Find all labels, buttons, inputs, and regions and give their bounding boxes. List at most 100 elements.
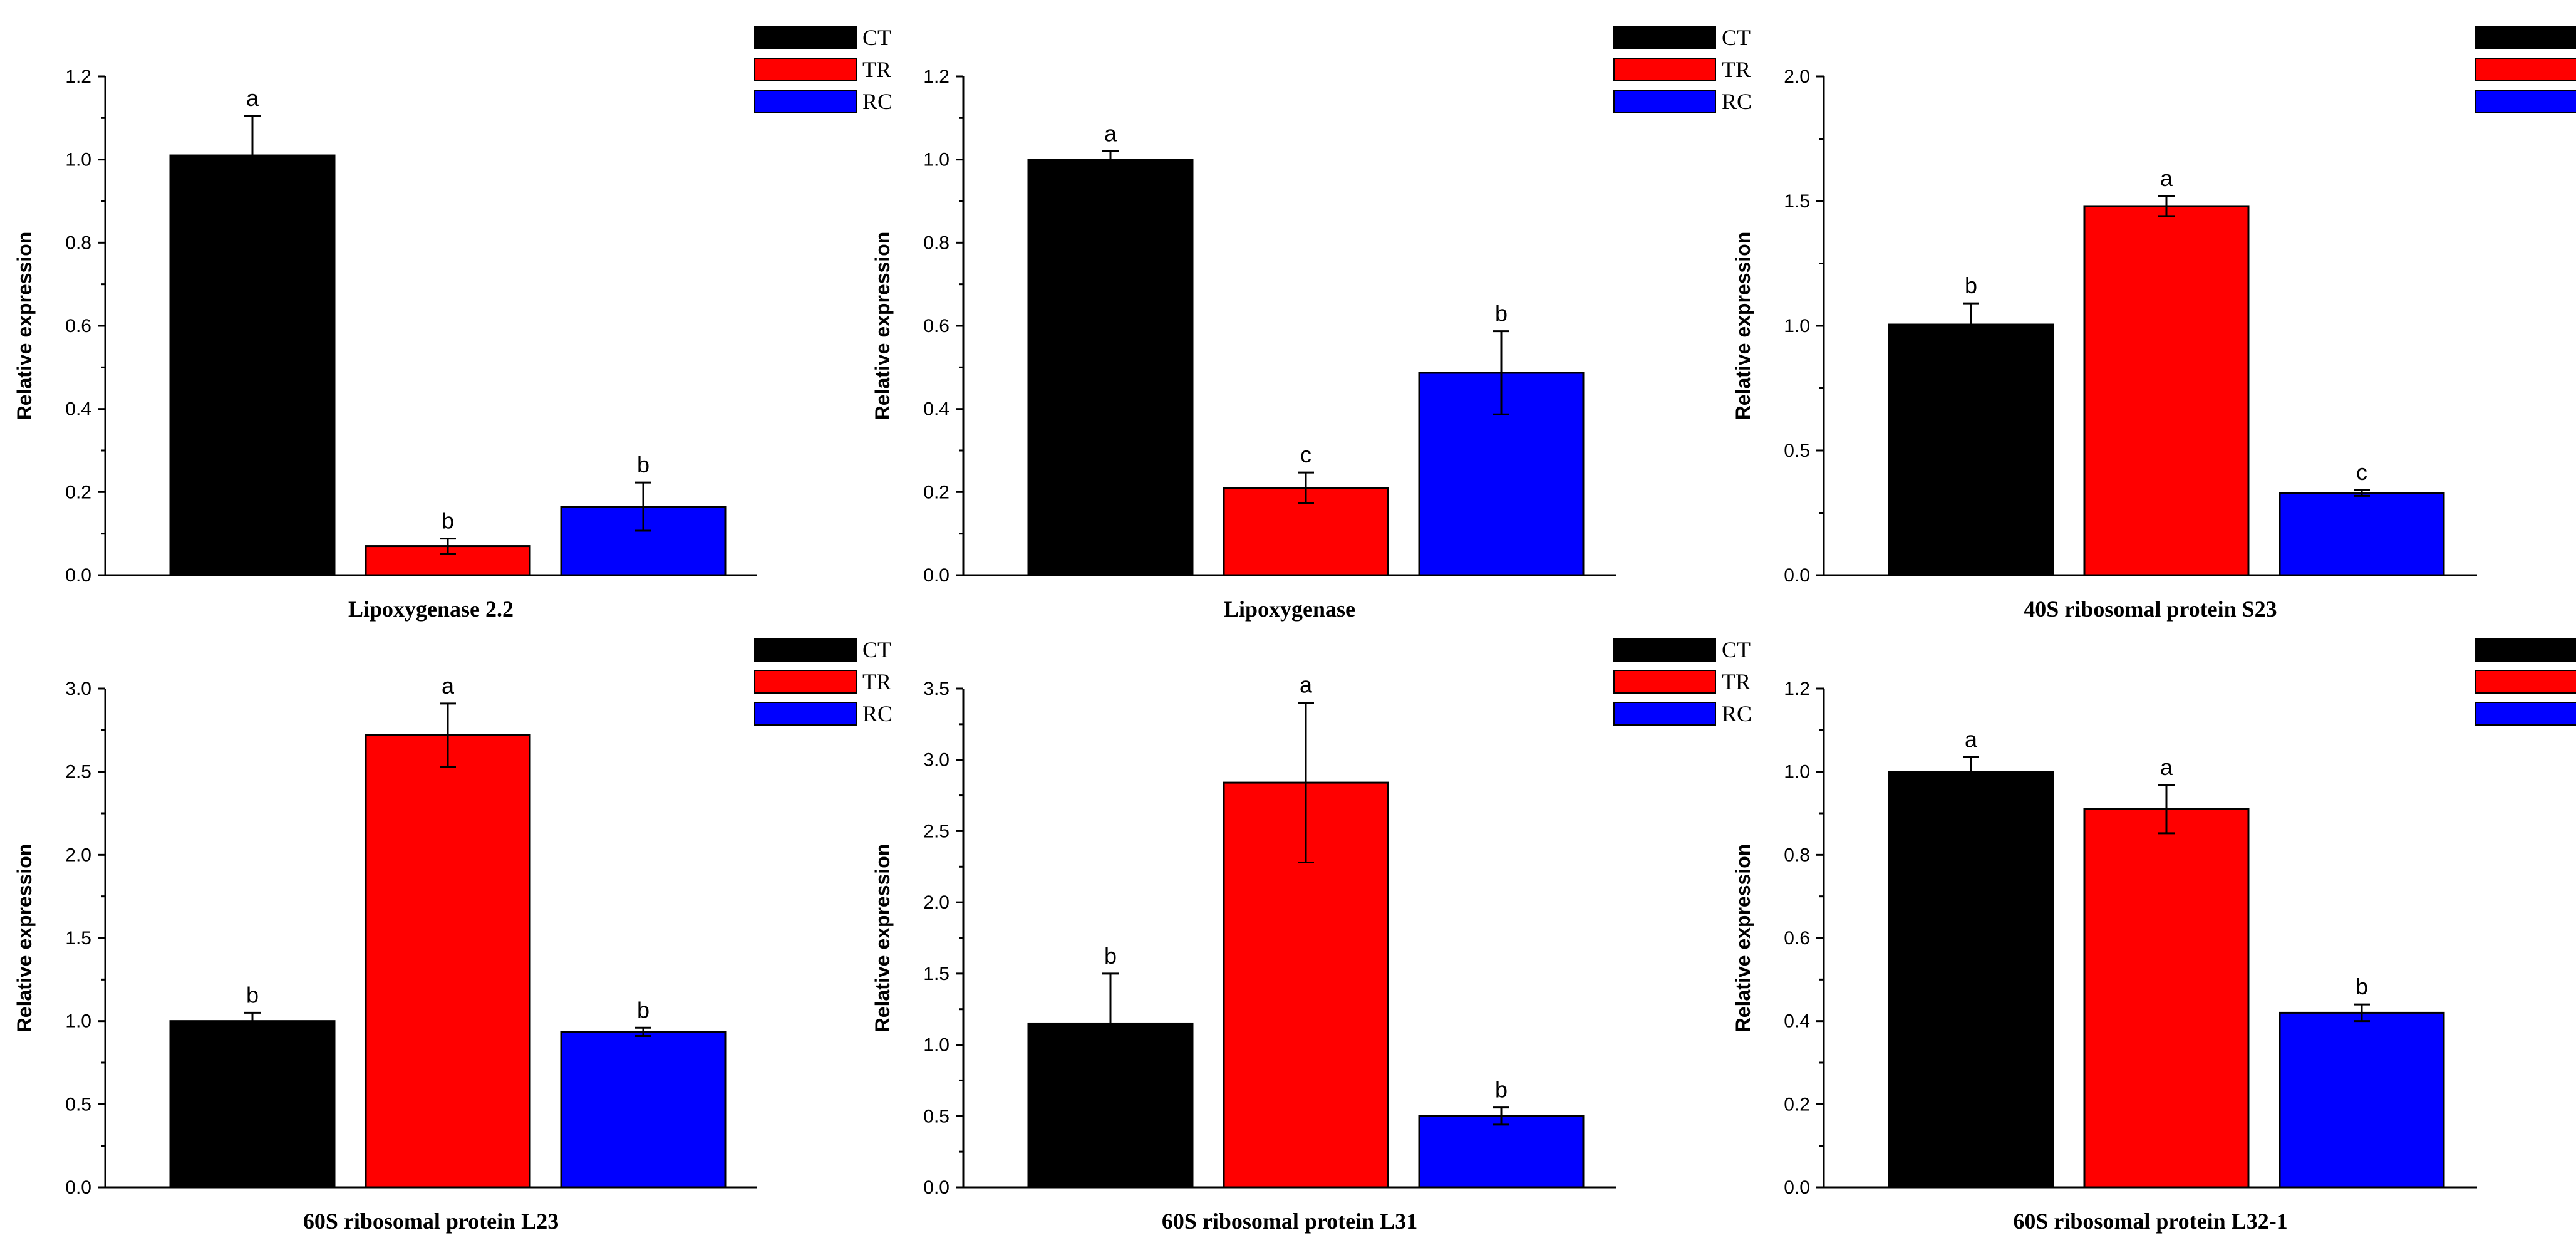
legend-label-ct: CT bbox=[862, 25, 891, 50]
legend-swatch-rc bbox=[754, 90, 857, 113]
y-tick-label: 1.0 bbox=[923, 150, 949, 170]
bar-ct bbox=[169, 154, 336, 576]
y-tick-label: 0.8 bbox=[65, 232, 91, 253]
y-tick-label: 2.0 bbox=[923, 892, 949, 913]
legend-swatch-tr bbox=[2475, 670, 2576, 694]
y-tick-label: 0.0 bbox=[923, 1177, 949, 1198]
legend-swatch-tr bbox=[754, 670, 857, 694]
legend-label-tr: TR bbox=[862, 669, 891, 694]
significance-label: a bbox=[1104, 120, 1117, 146]
chart-panel-3: b a c 0.0 0.5 1.0 1.5 2.0 Relative expression 40S… bbox=[1732, 26, 2576, 622]
bar-rc bbox=[560, 1031, 727, 1189]
significance-label: a bbox=[1300, 672, 1313, 698]
bar-rc bbox=[2279, 492, 2445, 576]
legend-swatch-ct bbox=[1613, 26, 1716, 49]
error-bar-rc bbox=[635, 481, 651, 532]
error-bar-tr bbox=[1298, 702, 1314, 863]
x-axis-title: 60S ribosomal protein L32-1 bbox=[2013, 1209, 2287, 1234]
y-tick-label: 1.5 bbox=[65, 928, 91, 949]
legend-swatch-ct bbox=[754, 638, 857, 662]
y-tick-label: 2.5 bbox=[65, 762, 91, 783]
y-tick-label: 1.0 bbox=[65, 150, 91, 170]
y-tick-label: 0.0 bbox=[65, 1177, 91, 1198]
legend-swatch-tr bbox=[1613, 670, 1716, 694]
error-bar-rc bbox=[1493, 330, 1509, 415]
bar-tr bbox=[365, 734, 531, 1189]
y-tick-label: 0.4 bbox=[1784, 1011, 1810, 1032]
y-tick-label: 1.5 bbox=[1784, 191, 1810, 212]
y-tick-label: 0.6 bbox=[923, 316, 949, 336]
error-bar-ct bbox=[1963, 756, 1979, 788]
y-tick-label: 1.0 bbox=[923, 1035, 949, 1056]
y-tick-label: 2.0 bbox=[65, 845, 91, 865]
error-bar-tr bbox=[440, 538, 456, 555]
significance-label: b bbox=[2356, 974, 2368, 999]
legend-swatch-rc bbox=[1613, 702, 1716, 726]
y-axis-title: Relative expression bbox=[13, 844, 36, 1033]
legend-label-tr: TR bbox=[862, 57, 891, 82]
bar-tr bbox=[2083, 808, 2250, 1189]
significance-label: b bbox=[1495, 301, 1508, 326]
significance-label: b bbox=[442, 508, 454, 534]
significance-label: b bbox=[1104, 943, 1117, 969]
bar-ct bbox=[1027, 159, 1194, 576]
y-axis-title: Relative expression bbox=[1732, 844, 1754, 1033]
legend-swatch-ct bbox=[2475, 26, 2576, 49]
significance-label: b bbox=[637, 997, 649, 1023]
legend-label-tr: TR bbox=[1722, 57, 1751, 82]
y-tick-label: 0.6 bbox=[65, 316, 91, 336]
chart-panel-5: b a b 0.0 0.5 1.0 1.5 2.0 2.5 3.0 3.5 Relative expr… bbox=[871, 637, 1752, 1234]
error-bar-ct bbox=[1102, 972, 1119, 1075]
x-axis-title: Lipoxygenase bbox=[1224, 596, 1355, 622]
legend-swatch-ct bbox=[754, 26, 857, 49]
legend-label-ct: CT bbox=[862, 637, 891, 662]
significance-label: c bbox=[2356, 459, 2367, 485]
significance-label: a bbox=[442, 673, 455, 699]
y-tick-label: 0.0 bbox=[1784, 1177, 1810, 1198]
error-bar-tr bbox=[2158, 195, 2175, 217]
bar-ct bbox=[1888, 771, 2054, 1189]
legend-label-rc: RC bbox=[862, 701, 892, 726]
error-bar-rc bbox=[635, 1026, 651, 1038]
significance-label: b bbox=[1495, 1077, 1508, 1103]
y-tick-label: 1.0 bbox=[65, 1011, 91, 1032]
y-tick-label: 2.0 bbox=[1784, 66, 1810, 87]
bar-ct bbox=[169, 1020, 336, 1189]
significance-label: b bbox=[1965, 273, 1977, 298]
bar-ct bbox=[1888, 323, 2054, 576]
error-bar-tr bbox=[2158, 784, 2175, 835]
y-tick-label: 0.2 bbox=[923, 482, 949, 502]
error-bar-rc bbox=[1493, 1106, 1509, 1126]
significance-label: a bbox=[2160, 754, 2173, 780]
chart-panel-4: b a b 0.0 0.5 1.0 1.5 2.0 2.5 3.0 Relative express… bbox=[13, 637, 892, 1234]
legend-label-rc: RC bbox=[1722, 89, 1752, 114]
y-tick-label: 1.0 bbox=[1784, 316, 1810, 336]
error-bar-tr bbox=[440, 702, 456, 768]
y-tick-label: 1.2 bbox=[1784, 679, 1810, 699]
error-bar-ct bbox=[244, 1011, 261, 1031]
y-tick-label: 0.4 bbox=[923, 399, 949, 420]
legend-swatch-tr bbox=[1613, 58, 1716, 81]
error-bar-ct bbox=[1963, 302, 1979, 347]
bar-rc bbox=[2279, 1011, 2445, 1189]
y-tick-label: 0.8 bbox=[923, 232, 949, 253]
significance-label: c bbox=[1300, 442, 1311, 467]
y-axis-title: Relative expression bbox=[871, 232, 894, 420]
y-axis-title: Relative expression bbox=[871, 844, 894, 1033]
bar-tr bbox=[2083, 205, 2250, 576]
y-tick-label: 0.0 bbox=[1784, 565, 1810, 586]
y-tick-label: 0.8 bbox=[1784, 845, 1810, 865]
error-bar-rc bbox=[2354, 1003, 2370, 1023]
legend-swatch-rc bbox=[1613, 90, 1716, 113]
bar-rc bbox=[1418, 1115, 1585, 1189]
y-tick-label: 2.5 bbox=[923, 821, 949, 841]
significance-label: a bbox=[1965, 726, 1978, 752]
significance-label: a bbox=[246, 85, 259, 111]
legend-swatch-ct bbox=[1613, 638, 1716, 662]
